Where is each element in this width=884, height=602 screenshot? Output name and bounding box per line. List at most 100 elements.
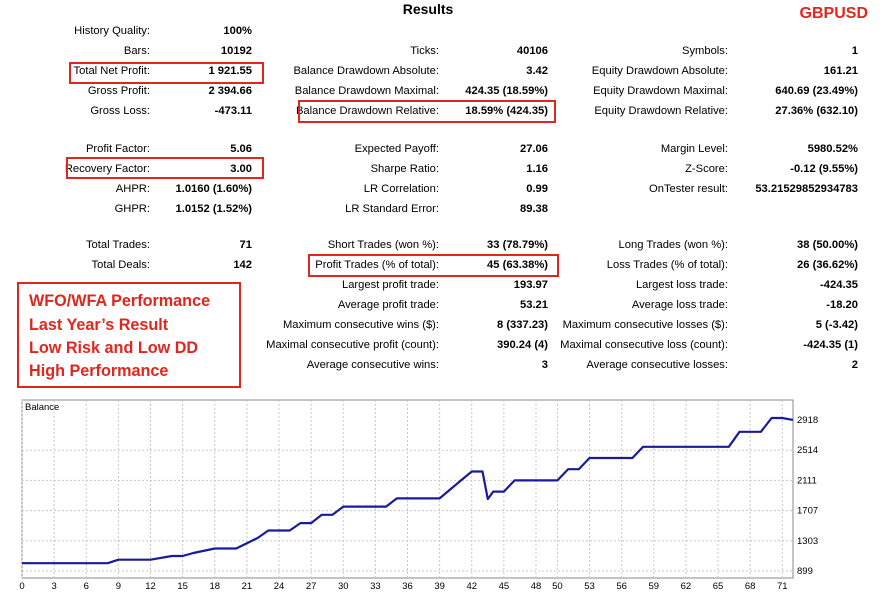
x-tick-label: 68 — [745, 581, 756, 592]
highlight-total-net-profit — [69, 62, 264, 84]
x-tick-label: 21 — [242, 581, 253, 592]
y-tick-label: 899 — [797, 566, 813, 577]
highlight-profit-trades — [308, 254, 559, 277]
x-tick-label: 9 — [116, 581, 121, 592]
stat-value: 1 921.55 — [208, 65, 252, 77]
x-tick-label: 27 — [306, 581, 317, 592]
stat-label: Maximum consecutive losses ($): — [562, 319, 728, 331]
stat-value: 18.59% (424.35) — [465, 105, 548, 117]
x-tick-label: 24 — [274, 581, 285, 592]
stat-label: OnTester result: — [649, 183, 728, 195]
stat-value: 2 — [851, 359, 858, 371]
stat-label: Average consecutive losses: — [586, 359, 728, 371]
stat-label: Equity Drawdown Maximal: — [593, 85, 728, 97]
stat-label: Loss Trades (% of total): — [606, 259, 728, 271]
promo-line: Low Risk and Low DD — [29, 339, 199, 357]
stat-value: 40106 — [516, 45, 548, 57]
stat-label: Average loss trade: — [631, 299, 728, 311]
x-tick-label: 30 — [338, 581, 349, 592]
promo-line: Last Year’s Result — [29, 316, 169, 334]
stat-label: LR Standard Error: — [345, 203, 439, 215]
stat-label: GHPR: — [114, 203, 150, 215]
stat-label: Total Net Profit: — [73, 65, 150, 77]
x-tick-label: 65 — [713, 581, 724, 592]
stat-value: 27.06 — [520, 143, 548, 155]
stat-value: 1.0160 (1.60%) — [175, 183, 253, 195]
stat-label: Profit Factor: — [85, 143, 150, 155]
stat-label: Sharpe Ratio: — [370, 163, 439, 175]
highlight-recovery-factor — [66, 157, 264, 179]
stat-label: Gross Loss: — [90, 105, 150, 117]
stat-value: 3 — [541, 359, 548, 371]
stat-value: 3.00 — [230, 163, 252, 175]
balance-chart: 0 3 6 9 12 15 18 21 24 27 30 33 36 39 42 45 48 50 53 56 59 62… — [19, 399, 818, 592]
stat-value: 10192 — [220, 45, 252, 57]
stat-label: Equity Drawdown Relative: — [594, 105, 728, 117]
stat-label: Total Trades: — [85, 239, 150, 251]
stat-label: Ticks: — [410, 45, 439, 57]
x-tick-label: 3 — [51, 581, 56, 592]
stat-label: Maximum consecutive wins ($): — [282, 319, 439, 331]
stat-label: Bars: — [123, 45, 150, 57]
stat-value: 89.38 — [520, 203, 548, 215]
promo-line: WFO/WFA Performance — [29, 292, 211, 310]
stat-value: 1.0152 (1.52%) — [175, 203, 253, 215]
stat-label: LR Correlation: — [363, 183, 439, 195]
x-tick-label: 45 — [499, 581, 510, 592]
promo-line: High Performance — [29, 362, 169, 380]
stat-label: Maximal consecutive loss (count): — [560, 339, 728, 351]
y-tick-label: 2514 — [797, 445, 818, 456]
stat-label: Average profit trade: — [337, 299, 439, 311]
stat-value: 100% — [223, 25, 252, 37]
x-tick-label: 56 — [616, 581, 627, 592]
y-tick-label: 2111 — [797, 475, 817, 486]
y-tick-label: 1303 — [797, 536, 818, 547]
stat-value: 3.42 — [526, 65, 548, 77]
x-tick-label: 6 — [84, 581, 89, 592]
x-tick-label: 42 — [466, 581, 477, 592]
stat-value: 142 — [233, 259, 252, 271]
x-tick-label: 59 — [649, 581, 660, 592]
stat-value: 5980.52% — [807, 143, 858, 155]
stat-label: Balance Drawdown Absolute: — [293, 65, 439, 77]
stat-value: -18.20 — [826, 299, 858, 311]
stat-label: Balance Drawdown Relative: — [295, 105, 439, 117]
stat-value: 53.21 — [520, 299, 548, 311]
stat-value: 71 — [239, 239, 252, 251]
stat-value: 1 — [851, 45, 858, 57]
stat-label: History Quality: — [74, 25, 150, 37]
stat-label: Z-Score: — [685, 163, 728, 175]
x-tick-label: 33 — [370, 581, 381, 592]
symbol-badge: GBPUSD — [799, 5, 868, 22]
stat-value: 5.06 — [230, 143, 252, 155]
stat-label: Total Deals: — [91, 259, 150, 271]
stat-label: Gross Profit: — [87, 85, 150, 97]
x-tick-label: 12 — [145, 581, 156, 592]
stat-value: 27.36% (632.10) — [775, 105, 858, 117]
y-tick-label: 1707 — [797, 506, 818, 517]
stat-label: Balance Drawdown Maximal: — [294, 85, 439, 97]
balance-series-line — [22, 416, 794, 565]
stat-value: -473.11 — [214, 105, 252, 117]
stat-label: Largest loss trade: — [635, 279, 728, 291]
stat-label: Symbols: — [681, 45, 728, 57]
x-tick-label: 62 — [681, 581, 692, 592]
stat-label: Average consecutive wins: — [306, 359, 439, 371]
report-title: Results — [402, 1, 454, 17]
stat-label: Recovery Factor: — [64, 163, 150, 175]
stat-value: 45 (63.38%) — [487, 259, 548, 271]
stat-value: 5 (-3.42) — [815, 319, 858, 331]
x-tick-label: 50 — [552, 581, 563, 592]
stat-label: Long Trades (won %): — [618, 239, 728, 251]
stat-value: 1.16 — [526, 163, 548, 175]
stat-label: Expected Payoff: — [354, 143, 439, 155]
stat-label: Short Trades (won %): — [327, 239, 439, 251]
stat-value: 424.35 (18.59%) — [465, 85, 548, 97]
stat-value: 0.99 — [526, 183, 548, 195]
stat-label: Margin Level: — [660, 143, 728, 155]
stat-value: 33 (78.79%) — [487, 239, 548, 251]
x-tick-label: 18 — [209, 581, 220, 592]
stat-value: 8 (337.23) — [497, 319, 548, 331]
stat-value: 193.97 — [513, 279, 548, 291]
stat-label: Profit Trades (% of total): — [315, 259, 439, 271]
